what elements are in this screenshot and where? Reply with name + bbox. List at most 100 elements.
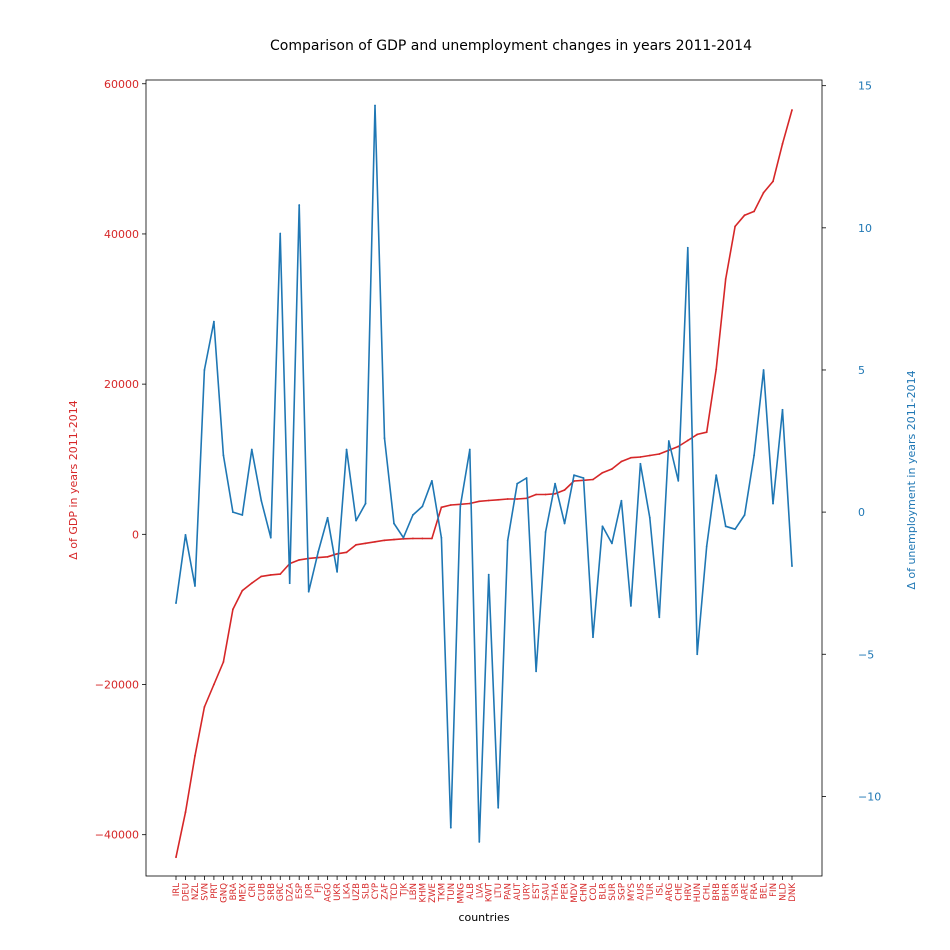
- unemployment-point: [724, 525, 727, 528]
- unemployment-point: [317, 551, 320, 553]
- gdp-point: [345, 551, 348, 554]
- unemployment-point: [478, 840, 481, 843]
- gdp-point: [421, 537, 424, 540]
- unemployment-point: [412, 514, 414, 516]
- x-tick-label: FJI: [314, 883, 324, 893]
- x-tick-label: DZA: [286, 883, 296, 902]
- x-tick-label: CYP: [371, 883, 381, 899]
- unemployment-point: [582, 477, 585, 479]
- unemployment-point: [260, 499, 263, 502]
- x-tick-label: EST: [532, 882, 542, 899]
- x-tick-label: SVN: [200, 883, 210, 901]
- x-tick-label: SRB: [267, 883, 277, 900]
- unemployment-point: [772, 502, 774, 505]
- gdp-point: [762, 191, 765, 194]
- unemployment-point: [554, 482, 556, 485]
- gdp-point: [686, 439, 689, 442]
- gdp-point: [497, 498, 500, 501]
- gdp-series-line: [175, 109, 793, 858]
- x-tick-label: NLD: [779, 883, 789, 901]
- x-axis-ticks: IRL DEU NZL SVN PRT GNQ BRA MEX CRI CUB SRB GRC DZA E…: [172, 876, 798, 904]
- x-tick-label: DNK: [788, 883, 798, 902]
- x-tick-label: ESP: [295, 883, 305, 899]
- x-tick-label: AUT: [513, 882, 523, 900]
- left-tick-label: −40000: [95, 829, 139, 842]
- x-tick-label: BHR: [722, 883, 732, 901]
- gdp-point: [184, 811, 187, 814]
- x-tick-label: KWT: [485, 882, 495, 902]
- unemployment-point: [421, 505, 424, 508]
- unemployment-point: [620, 499, 623, 502]
- gdp-point: [449, 504, 452, 506]
- x-tick-label: TJK: [399, 883, 409, 898]
- left-tick-label: 40000: [104, 228, 139, 241]
- gdp-point: [298, 558, 301, 561]
- left-axis-ticks: −40000 −20000 0 20000 40000 60000: [95, 78, 146, 842]
- x-tick-label: BRA: [229, 883, 239, 901]
- x-tick-label: GRC: [276, 883, 286, 901]
- gdp-point: [696, 433, 699, 436]
- x-tick-label: UZB: [352, 883, 362, 901]
- x-tick-label: IRL: [172, 883, 182, 897]
- x-tick-label: MNG: [456, 883, 466, 904]
- unemployment-point: [487, 573, 490, 576]
- unemployment-point: [667, 440, 670, 442]
- unemployment-point: [592, 636, 594, 639]
- unemployment-point: [525, 477, 528, 479]
- gdp-point: [241, 589, 244, 592]
- gdp-point: [250, 582, 253, 585]
- right-tick-label: 5: [858, 364, 865, 377]
- unemployment-point: [573, 474, 575, 477]
- gdp-point: [705, 431, 708, 434]
- x-tick-label: CHN: [580, 883, 590, 902]
- x-tick-label: THA: [551, 883, 561, 902]
- unemployment-point: [715, 474, 718, 477]
- gdp-point: [440, 506, 443, 509]
- gdp-point: [231, 608, 234, 611]
- x-tick-label: GNQ: [219, 883, 229, 903]
- gdp-point: [269, 573, 272, 576]
- x-tick-label: BLR: [598, 883, 608, 900]
- right-axis-label: Δ of unemployment in years 2011-2014: [905, 370, 918, 589]
- gdp-point: [336, 552, 339, 555]
- unemployment-point: [279, 232, 282, 235]
- right-tick-label: 10: [858, 222, 872, 235]
- gdp-point: [724, 278, 727, 280]
- unemployment-point: [355, 519, 357, 522]
- gdp-point: [355, 543, 357, 546]
- gdp-point: [629, 456, 632, 459]
- unemployment-point: [336, 570, 339, 573]
- x-tick-label: MYS: [627, 883, 637, 901]
- unemployment-point: [753, 454, 755, 457]
- gdp-point: [203, 706, 206, 708]
- right-tick-label: −5: [858, 648, 874, 661]
- x-tick-label: CRI: [248, 883, 258, 898]
- unemployment-point: [696, 653, 699, 656]
- right-tick-label: −10: [858, 790, 881, 803]
- unemployment-point: [250, 448, 253, 451]
- unemployment-point: [734, 528, 737, 531]
- unemployment-point: [629, 605, 632, 607]
- x-tick-label: ZAF: [380, 883, 390, 900]
- gdp-point: [601, 471, 604, 474]
- x-tick-label: MDV: [570, 883, 580, 903]
- gdp-point: [743, 214, 746, 217]
- gdp-point: [648, 454, 651, 457]
- unemployment-point: [658, 616, 661, 619]
- unemployment-point: [374, 104, 376, 107]
- gdp-point: [620, 460, 623, 463]
- left-tick-label: 20000: [104, 378, 139, 391]
- x-tick-label: FIN: [769, 883, 779, 897]
- unemployment-point: [762, 369, 765, 371]
- x-tick-label: ALB: [466, 883, 476, 900]
- unemployment-point: [535, 670, 538, 673]
- x-tick-label: HUN: [693, 883, 703, 902]
- x-tick-label: TUR: [646, 883, 656, 902]
- unemployment-point: [364, 502, 367, 505]
- gdp-point: [677, 445, 680, 448]
- gdp-point: [563, 489, 566, 491]
- left-tick-label: 0: [132, 528, 139, 541]
- gdp-point: [194, 754, 196, 757]
- unemployment-point: [184, 533, 187, 536]
- x-tick-label: TUN: [447, 883, 457, 902]
